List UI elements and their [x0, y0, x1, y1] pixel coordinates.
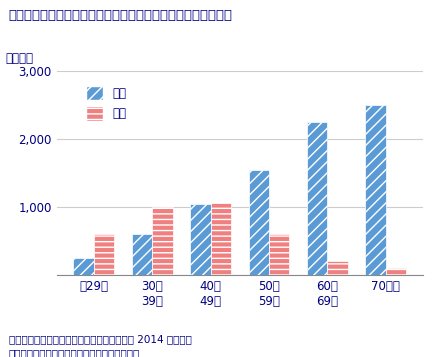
Legend: 貯蓄, 負債: 貯蓄, 負債	[81, 81, 132, 126]
Bar	[249, 170, 269, 275]
Text: 図表　世帯主の年齢階級別貯蓄及び負債の１世帯当たり現在高: 図表 世帯主の年齢階級別貯蓄及び負債の１世帯当たり現在高	[9, 9, 233, 22]
Bar	[269, 234, 290, 275]
Bar	[94, 234, 114, 275]
Bar	[327, 261, 348, 275]
Bar	[211, 203, 231, 275]
Text: （万円）: （万円）	[5, 52, 34, 65]
Text: （注）二人以上の世帯（うち勤労者世帯）の 2014 年の値。: （注）二人以上の世帯（うち勤労者世帯）の 2014 年の値。	[9, 334, 191, 344]
Bar	[307, 122, 327, 275]
Bar	[190, 203, 211, 275]
Text: （出所）総務省「家計調査」より大和総研作成: （出所）総務省「家計調査」より大和総研作成	[9, 348, 140, 357]
Bar	[365, 105, 386, 275]
Bar	[386, 268, 406, 275]
Bar	[73, 258, 94, 275]
Bar	[132, 233, 152, 275]
Bar	[152, 207, 173, 275]
